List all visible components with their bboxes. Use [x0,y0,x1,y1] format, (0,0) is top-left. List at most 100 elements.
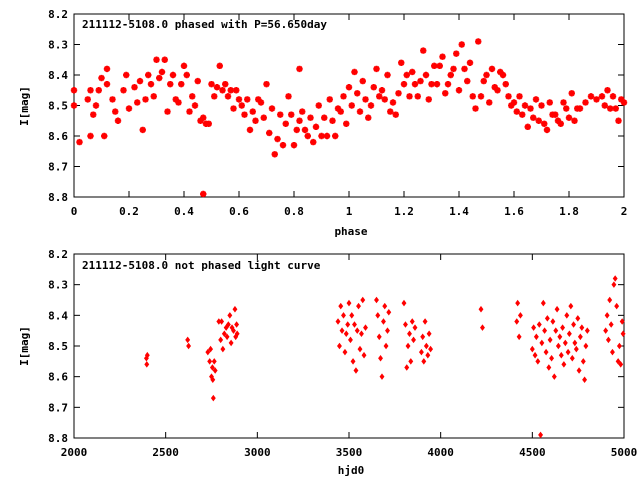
data-point-phased [560,99,567,106]
data-point-phased [87,132,94,140]
data-point-phased [521,102,529,109]
data-point-phased [354,90,361,97]
data-point-phased [497,68,504,76]
data-point-phased [618,96,625,103]
data-point-unphased [558,351,564,359]
data-point-phased [216,62,223,70]
data-point-phased [200,114,207,121]
data-point-phased [307,114,314,121]
data-point-phased [290,141,298,149]
data-point-unphased [209,364,215,371]
data-point-phased [519,111,526,118]
data-point-phased [444,80,452,88]
data-point-unphased [227,312,233,319]
data-point-phased [488,65,496,73]
data-point-phased [420,47,427,54]
data-point-phased [343,120,350,127]
data-point-phased [92,102,100,109]
x-tick-label-phased: 2 [621,205,628,218]
data-point-unphased [411,336,416,344]
data-point-phased [301,126,309,134]
x-tick-label-phased: 0 [71,205,78,218]
data-point-unphased [605,336,611,344]
data-point-unphased [579,324,585,331]
data-point-phased [186,108,193,115]
data-point-phased [136,77,144,85]
data-point-phased [499,71,507,79]
data-point-phased [156,74,163,82]
data-point-phased [466,59,474,66]
data-point-phased [530,114,537,121]
data-point-unphased [514,318,520,325]
data-point-phased [323,132,331,140]
data-point-unphased [426,330,432,337]
data-point-unphased [421,358,427,365]
data-point-unphased [603,327,609,334]
data-point-unphased [532,351,538,359]
data-point-phased [268,105,276,112]
data-point-phased [615,117,622,124]
data-point-unphased [234,330,240,337]
data-point-phased [340,93,347,100]
data-point-phased [508,102,515,109]
data-point-phased [87,87,94,94]
data-point-phased [612,105,619,112]
data-point-phased [197,117,204,124]
data-point-unphased [564,312,570,319]
data-point-unphased [207,358,213,365]
data-point-unphased [616,342,622,350]
data-point-phased [403,71,410,79]
data-point-unphased [423,342,429,350]
data-point-unphased [234,321,240,328]
data-point-phased [318,132,325,140]
data-point-phased [609,93,617,100]
data-point-phased [546,99,553,106]
data-point-unphased [359,330,364,337]
data-point-phased [417,77,424,85]
data-point-unphased [412,324,418,331]
y-tick-label-phased: 8.3 [48,39,68,52]
data-point-phased [246,126,254,134]
data-point-phased [191,102,199,109]
data-point-phased [477,93,485,100]
data-point-unphased [557,333,563,341]
data-point-phased [101,132,108,140]
data-point-phased [238,102,245,109]
y-axis-label-unphased: I[mag] [18,326,31,366]
data-point-phased [414,93,421,100]
data-point-unphased [144,351,150,359]
data-point-unphased [341,312,346,319]
data-point-unphased [425,351,431,359]
data-point-unphased [382,302,388,310]
data-point-unphased [554,305,560,313]
data-point-phased [142,96,149,103]
data-point-phased [90,111,97,118]
data-point-unphased [572,339,578,347]
data-point-phased [387,108,394,115]
x-tick-label-phased: 0.6 [229,205,249,218]
data-point-phased [260,114,267,121]
data-point-unphased [348,336,353,344]
data-point-phased [565,114,573,121]
data-point-unphased [569,355,575,362]
x-tick-label-phased: 1.8 [559,205,579,218]
data-point-phased [455,87,463,94]
data-point-unphased [403,321,408,328]
plot-frame-unphased [73,253,625,439]
data-point-phased [131,84,138,91]
y-tick-label-unphased: 8.8 [48,432,68,445]
data-point-unphased [551,373,557,380]
data-point-phased [469,93,476,100]
data-point-phased [593,96,600,103]
data-point-unphased [404,364,410,371]
data-point-phased [411,80,419,88]
data-point-phased [175,99,182,106]
data-point-unphased [405,342,411,350]
data-point-unphased [561,361,567,368]
data-point-unphased [618,361,624,368]
y-axis-label-phased: I[mag] [18,86,31,126]
data-point-unphased [210,376,216,383]
data-point-unphased [185,336,191,344]
data-point-phased [439,53,446,60]
